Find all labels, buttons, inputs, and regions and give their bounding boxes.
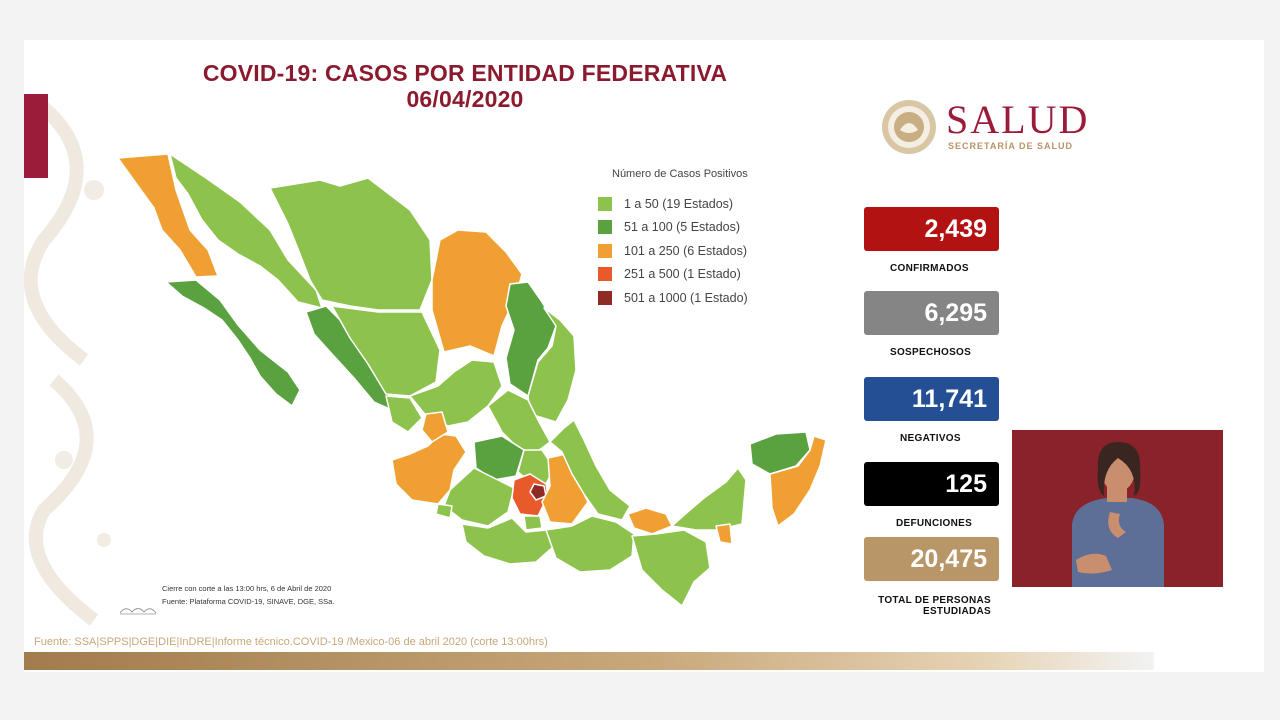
legend-item: 251 a 500 (1 Estado) [598, 263, 798, 287]
cutoff-note: Cierre con corte a las 13:00 hrs, 6 de A… [162, 584, 332, 593]
stat-total: 20,475 TOTAL DE PERSONAS ESTUDIADAS [864, 537, 999, 617]
page-title: COVID-19: CASOS POR ENTIDAD FEDERATIVA 0… [150, 60, 780, 112]
state-aguascalientes [421, 411, 449, 443]
state-colima [435, 503, 453, 519]
legend-label: 251 a 500 (1 Estado) [624, 267, 741, 282]
decorative-ornament [24, 94, 111, 626]
stat-value: 125 [864, 462, 999, 506]
state-baja-california [117, 153, 219, 278]
accent-tab [24, 94, 48, 178]
legend-item: 501 a 1000 (1 Estado) [598, 286, 798, 310]
state-yucatan [749, 431, 811, 475]
sign-language-interpreter-video [1012, 430, 1223, 587]
source-note: Fuente: Plataforma COVID-19, SINAVE, DGE… [162, 597, 335, 606]
map-legend: Número de Casos Positivos 1 a 50 (19 Est… [598, 168, 798, 310]
legend-item: 51 a 100 (5 Estados) [598, 216, 798, 240]
stat-label-line-1: TOTAL DE PERSONAS [878, 595, 991, 606]
mexico-map [117, 153, 827, 607]
state-tamaulipas [527, 307, 577, 423]
legend-swatch [598, 267, 612, 282]
stat-defunciones: 125 DEFUNCIONES [864, 462, 999, 529]
state-chiapas [631, 529, 711, 607]
state-morelos [523, 515, 543, 531]
state-baja-california-sur [165, 279, 301, 407]
footer-source: Fuente: SSA|SPPS|DGE|DIE|InDRE|Informe t… [34, 636, 548, 648]
state-oaxaca [545, 515, 635, 573]
title-date: 06/04/2020 [406, 86, 524, 112]
logo-name: SALUD [946, 97, 1090, 142]
footer-bar [24, 652, 1154, 670]
interpreter-figure [1012, 430, 1223, 587]
state-guanajuato [473, 435, 525, 481]
state-veracruz [549, 419, 631, 521]
legend-swatch [598, 196, 612, 211]
salud-logo: SALUD SECRETARÍA DE SALUD [878, 96, 1118, 160]
legend-item: 1 a 50 (19 Estados) [598, 192, 798, 216]
legend-label: 51 a 100 (5 Estados) [624, 220, 741, 235]
wave-icon [119, 608, 157, 615]
stat-label: TOTAL DE PERSONAS ESTUDIADAS [864, 595, 991, 617]
stat-sospechosos: 6,295 SOSPECHOSOS [864, 291, 999, 358]
stat-confirmados: 2,439 CONFIRMADOS [864, 207, 999, 274]
stat-label: DEFUNCIONES [896, 518, 973, 529]
stat-label: CONFIRMADOS [890, 263, 969, 274]
state-jalisco [391, 433, 467, 505]
legend-swatch [598, 243, 612, 258]
state-sonora [169, 153, 323, 309]
state-tabasco [627, 507, 673, 535]
state-nayarit [385, 395, 423, 433]
map-notes: Cierre con corte a las 13:00 hrs, 6 de A… [162, 582, 334, 608]
state-cdmx [529, 483, 547, 501]
state-orange-southeast [715, 523, 733, 545]
stat-value: 11,741 [864, 377, 999, 421]
legend-swatch [598, 220, 612, 235]
logo-subtitle: SECRETARÍA DE SALUD [948, 141, 1074, 151]
state-campeche [671, 467, 747, 531]
legend-title: Número de Casos Positivos [612, 168, 748, 180]
state-chihuahua [269, 177, 433, 311]
state-quintana-roo [769, 435, 827, 527]
stat-negativos: 11,741 NEGATIVOS [864, 377, 999, 444]
stat-value: 2,439 [864, 207, 999, 251]
legend-swatch [598, 290, 612, 305]
stat-label: SOSPECHOSOS [890, 347, 972, 358]
stat-value: 20,475 [864, 537, 999, 581]
stat-label: NEGATIVOS [900, 433, 961, 444]
national-seal-icon [882, 100, 936, 154]
legend-label: 501 a 1000 (1 Estado) [624, 290, 748, 305]
legend-label: 101 a 250 (6 Estados) [624, 243, 747, 258]
stat-value: 6,295 [864, 291, 999, 335]
state-coahuila [431, 229, 523, 357]
state-durango [331, 305, 441, 397]
stat-label-line-2: ESTUDIADAS [922, 606, 991, 617]
legend-label: 1 a 50 (19 Estados) [624, 196, 734, 211]
legend-item: 101 a 250 (6 Estados) [598, 239, 798, 263]
title-line-1: COVID-19: CASOS POR ENTIDAD FEDERATIVA [202, 60, 728, 86]
